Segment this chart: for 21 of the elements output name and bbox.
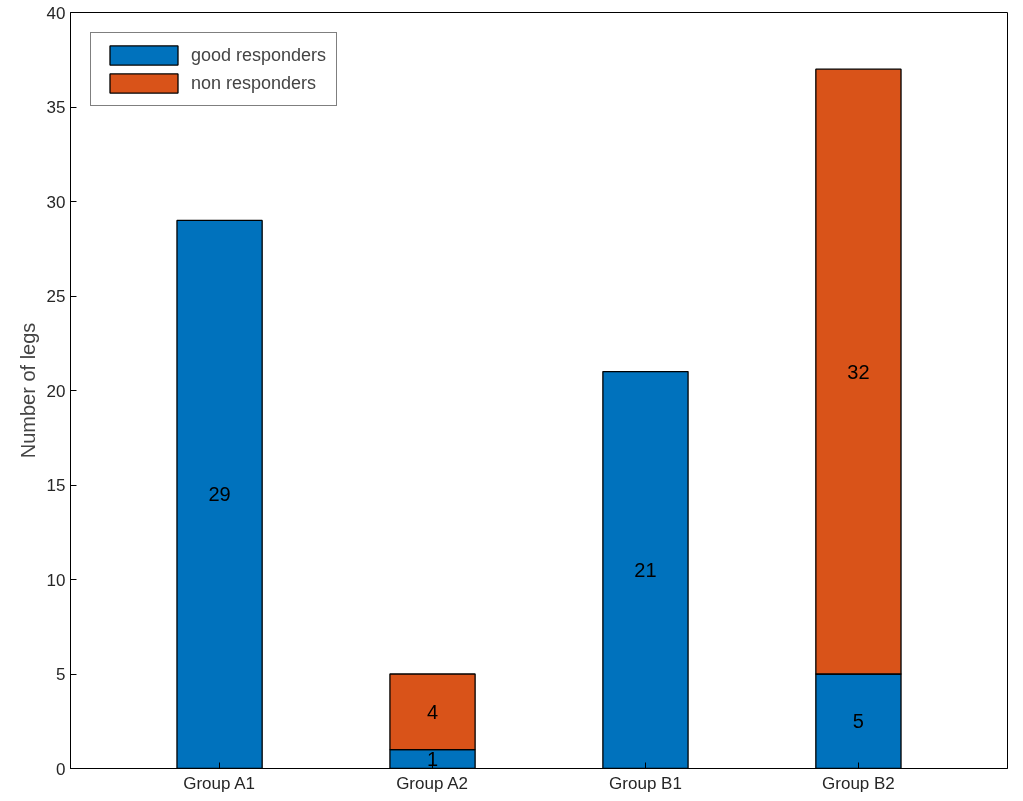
legend-label: non responders (191, 72, 317, 94)
data-label: 32 (847, 360, 870, 383)
y-axis-title: Number of legs (16, 322, 39, 459)
y-tick-label: 30 (46, 192, 66, 212)
data-label: 21 (634, 559, 657, 582)
y-tick-label: 0 (56, 759, 66, 779)
y-tick-label: 40 (46, 3, 66, 23)
data-label: 4 (426, 700, 439, 723)
y-tick-label: 10 (46, 570, 66, 590)
y-tick-label: 20 (46, 381, 66, 401)
y-tick-label: 25 (46, 287, 66, 306)
x-tick-label: Group A2 (396, 773, 468, 793)
data-label: 5 (852, 710, 864, 733)
y-tick-label: 5 (56, 665, 66, 684)
y-tick-label: 15 (46, 476, 66, 495)
data-label: 29 (208, 483, 231, 506)
y-tick-label: 35 (46, 98, 66, 117)
x-tick-label: Group B1 (609, 773, 682, 793)
x-tick-label: Group B2 (822, 773, 895, 793)
x-tick-label: Group A1 (183, 773, 256, 793)
legend-label: good responders (191, 44, 327, 66)
